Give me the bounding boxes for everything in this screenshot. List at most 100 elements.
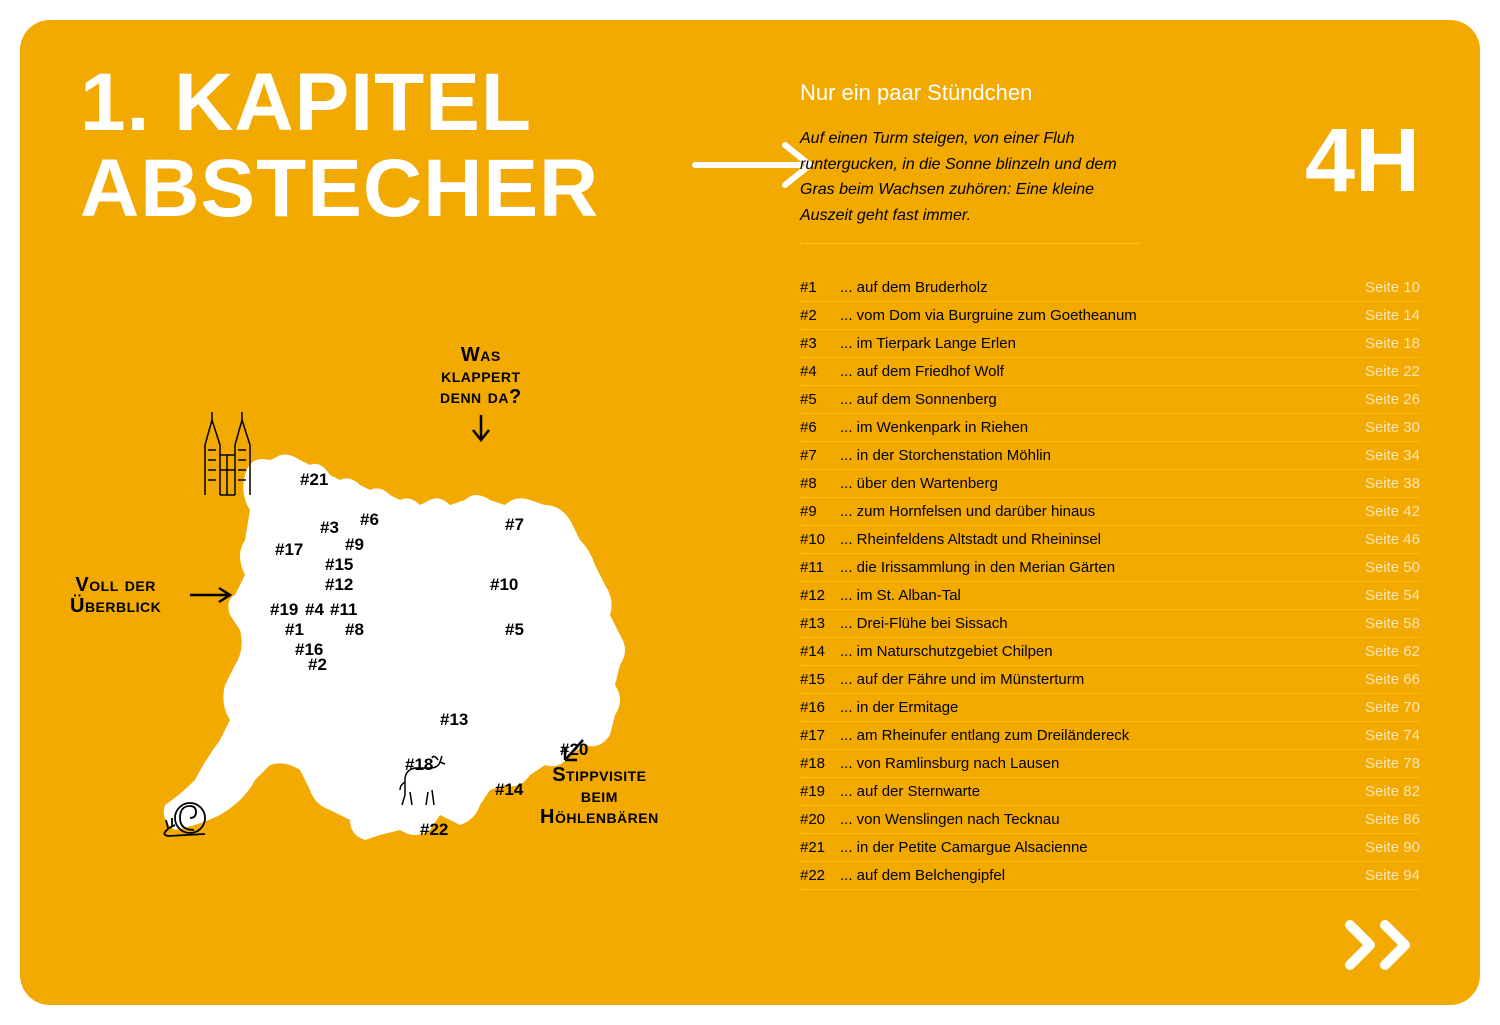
toc-num: #12 (800, 587, 840, 604)
toc-num: #3 (800, 335, 840, 352)
intro-divider (800, 243, 1140, 244)
toc-page: Seite 38 (1355, 475, 1420, 492)
toc-num: #17 (800, 727, 840, 744)
toc-page: Seite 34 (1355, 447, 1420, 464)
map-marker: #7 (505, 515, 524, 535)
toc-label: ... im St. Alban-Tal (840, 587, 1355, 604)
toc-page: Seite 74 (1355, 727, 1420, 744)
toc-row: #21... in der Petite Camargue Alsacienne… (800, 834, 1420, 862)
toc-row: #19... auf der SternwarteSeite 82 (800, 778, 1420, 806)
map-marker: #14 (495, 780, 523, 800)
toc-page: Seite 58 (1355, 615, 1420, 632)
map-marker: #13 (440, 710, 468, 730)
toc-label: ... in der Petite Camargue Alsacienne (840, 839, 1355, 856)
intro-text: Auf einen Turm steigen, von einer Fluh r… (800, 126, 1140, 228)
toc-row: #10... Rheinfeldens Altstadt und Rheinin… (800, 526, 1420, 554)
annotation-klappert: Was klappert denn da? (440, 345, 522, 450)
annot-text: klappert (441, 365, 520, 387)
annotation-ueberblick: Voll der Überblick (70, 575, 161, 617)
map-marker: #20 (560, 740, 588, 760)
toc-row: #13... Drei-Flühe bei SissachSeite 58 (800, 610, 1420, 638)
duration-badge: 4H (1305, 110, 1420, 213)
toc-page: Seite 86 (1355, 811, 1420, 828)
toc-row: #5... auf dem SonnenbergSeite 26 (800, 386, 1420, 414)
toc-row: #8... über den WartenbergSeite 38 (800, 470, 1420, 498)
toc-num: #19 (800, 783, 840, 800)
toc-num: #16 (800, 699, 840, 716)
toc-num: #11 (800, 559, 840, 576)
map-marker: #1 (285, 620, 304, 640)
subtitle: Nur ein paar Stündchen (800, 80, 1420, 106)
toc-num: #18 (800, 755, 840, 772)
toc-label: ... in der Storchenstation Möhlin (840, 447, 1355, 464)
toc-num: #8 (800, 475, 840, 492)
toc-page: Seite 46 (1355, 531, 1420, 548)
map-marker: #3 (320, 518, 339, 538)
annot-text: Voll der (75, 574, 155, 596)
toc-label: ... auf dem Bruderholz (840, 279, 1355, 296)
toc-num: #9 (800, 503, 840, 520)
toc-label: ... Rheinfeldens Altstadt und Rheininsel (840, 531, 1355, 548)
toc-row: #12... im St. Alban-TalSeite 54 (800, 582, 1420, 610)
toc-label: ... vom Dom via Burgruine zum Goetheanum (840, 307, 1355, 324)
next-chevrons-icon (1340, 915, 1430, 975)
annotation-stipp: Stippvisite beim Höhlenbären (540, 765, 659, 828)
toc-row: #18... von Ramlinsburg nach LausenSeite … (800, 750, 1420, 778)
toc-page: Seite 82 (1355, 783, 1420, 800)
toc-num: #10 (800, 531, 840, 548)
annot-text: Überblick (70, 595, 161, 617)
toc-label: ... im Wenkenpark in Riehen (840, 419, 1355, 436)
cathedral-icon (190, 400, 265, 500)
right-column: Nur ein paar Stündchen Auf einen Turm st… (800, 60, 1420, 965)
toc-row: #11... die Irissammlung in den Merian Gä… (800, 554, 1420, 582)
toc-num: #22 (800, 867, 840, 884)
map-marker: #10 (490, 575, 518, 595)
map-marker: #21 (300, 470, 328, 490)
annot-text: denn da? (440, 386, 522, 408)
toc-num: #4 (800, 363, 840, 380)
table-of-contents: #1... auf dem BruderholzSeite 10#2... vo… (800, 274, 1420, 890)
snail-icon (160, 790, 220, 840)
toc-row: #4... auf dem Friedhof WolfSeite 22 (800, 358, 1420, 386)
toc-label: ... von Ramlinsburg nach Lausen (840, 755, 1355, 772)
toc-label: ... zum Hornfelsen und darüber hinaus (840, 503, 1355, 520)
toc-num: #21 (800, 839, 840, 856)
map-marker: #18 (405, 755, 433, 775)
title-line2: ABSTECHER (80, 143, 599, 234)
toc-label: ... über den Wartenberg (840, 475, 1355, 492)
toc-row: #16... in der ErmitageSeite 70 (800, 694, 1420, 722)
toc-num: #15 (800, 671, 840, 688)
toc-num: #6 (800, 419, 840, 436)
map-marker: #9 (345, 535, 364, 555)
map-marker: #6 (360, 510, 379, 530)
toc-label: ... von Wenslingen nach Tecknau (840, 811, 1355, 828)
toc-page: Seite 50 (1355, 559, 1420, 576)
annot-text: beim (581, 785, 618, 807)
toc-row: #3... im Tierpark Lange ErlenSeite 18 (800, 330, 1420, 358)
toc-label: ... am Rheinufer entlang zum Dreiländere… (840, 727, 1355, 744)
toc-page: Seite 14 (1355, 307, 1420, 324)
map-marker: #15 (325, 555, 353, 575)
map-marker: #19 (270, 600, 298, 620)
toc-page: Seite 18 (1355, 335, 1420, 352)
toc-label: ... die Irissammlung in den Merian Gärte… (840, 559, 1355, 576)
title-line1: 1. KAPITEL (80, 57, 532, 148)
toc-row: #9... zum Hornfelsen und darüber hinausS… (800, 498, 1420, 526)
toc-page: Seite 66 (1355, 671, 1420, 688)
map-marker: #5 (505, 620, 524, 640)
toc-label: ... auf der Sternwarte (840, 783, 1355, 800)
toc-row: #6... im Wenkenpark in RiehenSeite 30 (800, 414, 1420, 442)
toc-num: #20 (800, 811, 840, 828)
toc-row: #22... auf dem BelchengipfelSeite 94 (800, 862, 1420, 890)
toc-num: #13 (800, 615, 840, 632)
toc-label: ... auf dem Friedhof Wolf (840, 363, 1355, 380)
toc-page: Seite 22 (1355, 363, 1420, 380)
map-marker: #11 (330, 600, 357, 620)
toc-label: ... im Naturschutzgebiet Chilpen (840, 643, 1355, 660)
map-marker: #8 (345, 620, 364, 640)
toc-num: #14 (800, 643, 840, 660)
annot-text: Was (461, 344, 501, 366)
toc-row: #7... in der Storchenstation MöhlinSeite… (800, 442, 1420, 470)
toc-page: Seite 62 (1355, 643, 1420, 660)
toc-label: ... in der Ermitage (840, 699, 1355, 716)
